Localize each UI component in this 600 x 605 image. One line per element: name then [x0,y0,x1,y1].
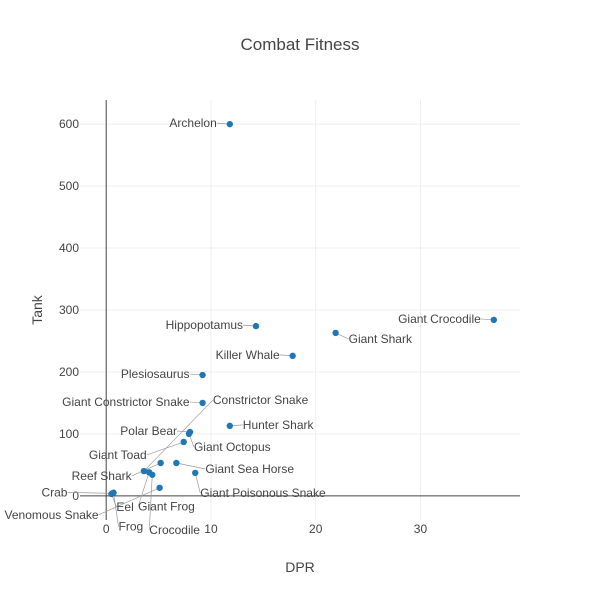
point-label: Archelon [169,116,216,130]
point-label: Plesiosaurus [121,367,190,381]
point-marker [226,120,234,128]
data-point: Hippopotamus [166,318,260,332]
data-point: Giant Shark [332,329,413,346]
data-point: Hunter Shark [226,418,315,432]
y-tick-label: 300 [59,303,79,317]
label-leader-line [146,441,184,456]
x-tick-label: 0 [103,522,110,536]
label-leader-line [194,472,201,494]
point-label: Giant Sea Horse [205,462,294,476]
data-point: Polar Bear [120,424,194,438]
point-marker [157,459,164,467]
point-label: Giant Crocodile [398,312,481,326]
point-marker [185,430,193,438]
point-marker [332,329,339,337]
x-tick-label: 20 [309,522,323,536]
point-marker [199,371,206,379]
point-marker [173,459,180,467]
point-label: Giant Shark [349,332,413,346]
point-label: Venomous Snake [5,508,99,522]
label-leader-line [143,399,214,472]
data-point: Constrictor Snake [140,393,309,475]
x-axis-label: DPR [285,559,315,575]
x-tick-label: 10 [204,522,218,536]
label-leader-line [148,474,153,530]
point-label: Giant Frog [138,499,195,513]
chart-title: Combat Fitness [240,35,359,54]
y-tick-label: 100 [59,427,79,441]
point-label: Eel [116,500,133,514]
x-tick-label: 30 [414,522,428,536]
point-label: Crab [41,485,67,499]
y-tick-label: 500 [59,179,79,193]
label-leader-line [113,492,119,527]
point-label: Crocodile [149,523,200,537]
data-point: Giant Poisonous Snake [192,469,326,500]
point-label: Frog [119,520,144,534]
point-marker [226,422,234,430]
point-marker [180,438,187,446]
data-point: Reef Shark [72,459,164,483]
y-tick-label: 200 [59,365,79,379]
data-point: Eel [108,490,134,514]
point-label: Giant Poisonous Snake [200,486,326,500]
point-marker [192,469,199,477]
point-marker [149,471,156,478]
point-marker [156,484,163,491]
data-point: Plesiosaurus [121,367,206,381]
label-leader-line [98,487,160,516]
data-point: Killer Whale [216,348,296,362]
point-marker [108,490,115,498]
point-label: Killer Whale [216,348,280,362]
point-marker [199,399,206,407]
point-label: Constrictor Snake [213,393,309,407]
point-marker [252,322,260,330]
point-label: Hippopotamus [166,318,243,332]
data-point: Crocodile [149,471,200,537]
label-leader-line [176,462,206,470]
data-point: Giant Toad [89,438,187,462]
point-label: Reef Shark [72,469,133,483]
point-label: Polar Bear [120,424,177,438]
point-label: Giant Octopus [194,440,271,454]
data-point: Giant Octopus [185,430,271,454]
label-leader-line [67,492,113,494]
point-marker [140,467,148,475]
y-axis-label: Tank [29,294,45,325]
data-point: Venomous Snake [5,484,163,522]
data-point: Archelon [169,116,234,130]
data-point: Giant Crocodile [398,312,498,326]
point-marker [289,352,296,360]
y-tick-label: 0 [72,489,79,503]
label-leader-line [137,472,150,507]
y-tick-label: 400 [59,241,79,255]
point-label: Giant Constrictor Snake [62,395,190,409]
data-point: Giant Sea Horse [173,459,294,476]
point-label: Hunter Shark [243,418,315,432]
point-marker [490,316,498,324]
data-point: Giant Frog [138,469,195,513]
point-label: Giant Toad [89,448,147,462]
data-point: Giant Constrictor Snake [62,395,206,409]
y-tick-label: 600 [59,117,79,131]
